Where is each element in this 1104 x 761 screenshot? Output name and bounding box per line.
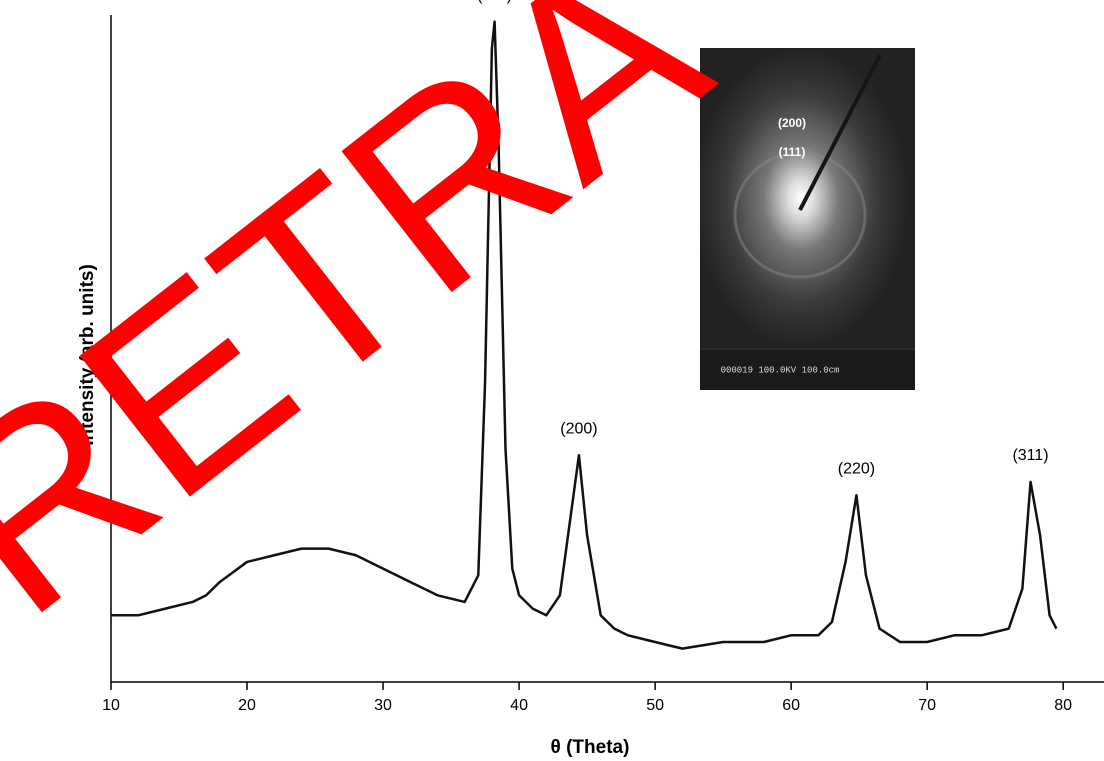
x-tick-label: 40 <box>510 697 528 714</box>
peak-label: (200) <box>560 420 597 437</box>
inset-caption: 000019 100.0KV 100.0cm <box>721 365 840 375</box>
x-tick-label: 80 <box>1054 697 1072 714</box>
chart: 10 20 30 40 50 60 70 80 (111) (200) (220) (311) θ (… <box>0 0 1104 761</box>
x-tick-label: 50 <box>646 697 664 714</box>
peak-label: (311) <box>1012 447 1048 464</box>
page: {"chart_data": { "type": "line", "x_labe… <box>0 0 1104 761</box>
watermark: RETRA <box>0 0 755 670</box>
x-tick-label: 70 <box>918 697 936 714</box>
x-tick-label: 30 <box>374 697 392 714</box>
x-tick-label: 10 <box>102 697 120 714</box>
peak-label: (220) <box>838 460 875 477</box>
x-axis-label: θ (Theta) <box>551 737 630 758</box>
inset-label: (200) <box>778 116 806 130</box>
x-tick-label: 60 <box>782 697 800 714</box>
x-tick-label: 20 <box>238 697 256 714</box>
inset-label: (111) <box>779 145 806 159</box>
